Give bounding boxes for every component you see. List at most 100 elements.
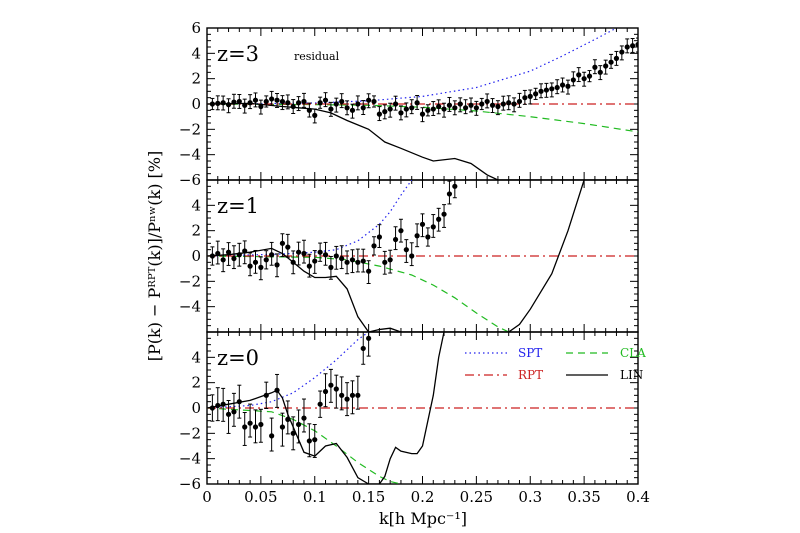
data-point	[317, 249, 323, 255]
panel-label: z=1	[217, 194, 259, 218]
data-point	[247, 100, 253, 106]
data-point	[295, 421, 302, 428]
panel-z=1: 4 2 0 −2 −4 z=1	[179, 179, 639, 333]
data-point	[344, 396, 350, 402]
y-tick-label: 0	[191, 247, 201, 265]
data-point	[225, 411, 232, 417]
x-tick-label: 0.35	[567, 488, 600, 506]
data-point	[387, 106, 393, 112]
data-point	[527, 93, 533, 99]
x-tick-label: 0.2	[411, 488, 435, 506]
data-point	[339, 98, 345, 105]
data-point	[312, 112, 318, 118]
data-point	[403, 106, 409, 112]
data-point	[247, 263, 253, 269]
data-point	[597, 69, 603, 75]
y-tick-label: 6	[191, 19, 201, 37]
data-point	[409, 105, 415, 111]
data-point	[392, 236, 399, 243]
data-point	[419, 111, 426, 117]
x-axis: 0 0.05 0.1 0.15 0.2 0.25 0.3 0.35 0.4	[202, 488, 650, 506]
data-point	[301, 250, 307, 257]
data-point	[295, 249, 302, 255]
data-point	[387, 257, 393, 263]
data-point	[322, 388, 329, 395]
series-LIN-line	[207, 180, 585, 332]
data-point	[376, 234, 382, 240]
data-point	[479, 101, 485, 107]
data-point	[441, 211, 447, 217]
data-point	[565, 83, 571, 89]
data-point	[586, 73, 593, 79]
data-point	[333, 386, 339, 392]
data-point	[317, 100, 323, 106]
x-tick-label: 0.4	[626, 488, 650, 506]
y-tick-label: −2	[179, 120, 201, 138]
x-tick-label: 0.15	[352, 488, 385, 506]
series-SPT-line	[207, 28, 617, 105]
y-tick-label: −2	[179, 272, 201, 290]
data-point	[306, 438, 312, 444]
data-point	[414, 100, 420, 106]
y-tick-label: −4	[179, 450, 201, 468]
data-point	[231, 255, 237, 262]
data-point	[236, 399, 242, 405]
x-axis-title: k[h Mpc⁻¹]	[379, 509, 467, 528]
data-point	[220, 401, 226, 407]
y-tick-label: −2	[179, 424, 201, 442]
data-point	[403, 247, 409, 253]
data-point	[446, 102, 453, 108]
y-tick-label: −4	[179, 146, 201, 164]
data-point	[220, 257, 226, 263]
data-point	[215, 402, 221, 409]
y-tick-label: 4	[191, 348, 201, 366]
data-point	[242, 102, 248, 108]
data-point	[242, 424, 248, 430]
data-point	[355, 101, 361, 107]
panel-z=0: 4 2 0 −2 −4 −6 z=0	[179, 331, 639, 493]
data-point	[236, 98, 242, 105]
data-point	[419, 221, 426, 227]
series-SPT-line	[207, 332, 369, 409]
data-point	[274, 387, 280, 393]
x-tick-label: 0	[202, 488, 212, 506]
data-point	[328, 106, 334, 112]
data-point	[608, 59, 614, 65]
data-point	[382, 109, 388, 115]
data-point	[484, 98, 490, 105]
data-point	[328, 382, 334, 388]
data-point	[215, 100, 221, 106]
data-point	[290, 430, 296, 436]
data-point	[441, 106, 447, 112]
data-point	[398, 110, 404, 116]
data-point	[258, 103, 264, 110]
y-tick-label: 4	[191, 196, 201, 214]
data-point	[274, 97, 280, 103]
panel-label: z=3	[217, 42, 259, 66]
data-point	[339, 392, 345, 398]
data-point	[592, 64, 598, 70]
data-point	[263, 98, 269, 105]
data-point	[382, 259, 388, 265]
data-point	[603, 63, 609, 69]
data-point	[279, 424, 286, 430]
y-tick-label: 2	[191, 222, 201, 240]
data-point	[371, 98, 377, 105]
y-tick-label: 0	[191, 95, 201, 113]
data-point	[295, 100, 302, 106]
data-point	[349, 107, 356, 113]
data-point	[430, 106, 436, 112]
data-point	[349, 257, 356, 263]
data-point	[333, 101, 339, 107]
legend-label-RPT: RPT	[518, 368, 543, 382]
data-point	[220, 100, 226, 106]
data-point	[339, 255, 345, 262]
series-CLA-line	[207, 407, 402, 484]
data-point	[274, 262, 280, 268]
series-SPT-line	[207, 180, 413, 257]
data-point	[252, 424, 259, 430]
data-point	[409, 253, 415, 259]
data-point	[328, 264, 334, 270]
data-point	[231, 99, 237, 105]
